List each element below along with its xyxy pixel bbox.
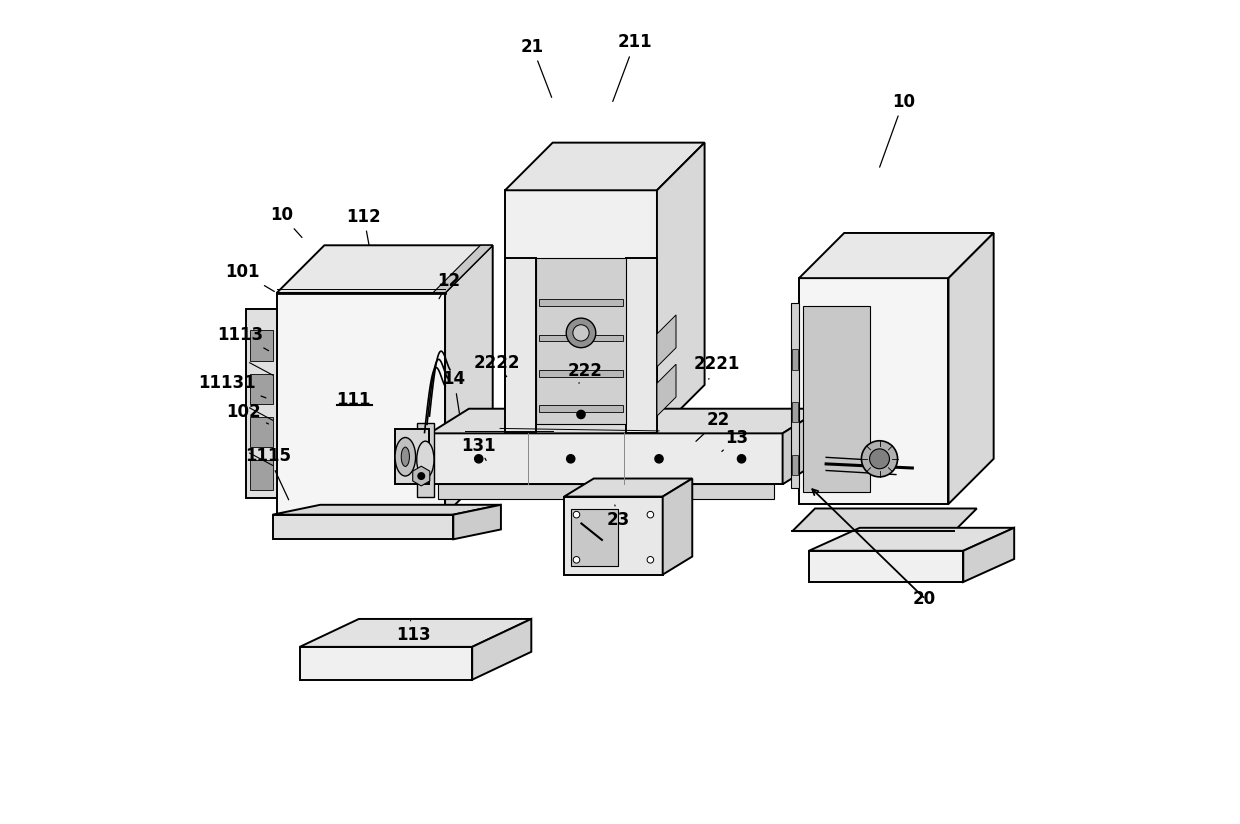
Polygon shape xyxy=(808,550,963,582)
Polygon shape xyxy=(782,409,822,485)
Text: 222: 222 xyxy=(568,362,603,383)
Polygon shape xyxy=(429,433,782,485)
Polygon shape xyxy=(963,528,1014,582)
Polygon shape xyxy=(505,258,536,433)
Polygon shape xyxy=(249,373,273,404)
Polygon shape xyxy=(536,258,626,424)
Text: 1113: 1113 xyxy=(217,325,269,351)
Polygon shape xyxy=(454,505,501,539)
Polygon shape xyxy=(791,402,799,423)
Polygon shape xyxy=(564,497,662,574)
Text: 101: 101 xyxy=(224,264,274,292)
Polygon shape xyxy=(791,455,799,475)
Polygon shape xyxy=(808,528,1014,550)
Text: 13: 13 xyxy=(722,429,748,452)
Text: 10: 10 xyxy=(270,206,303,237)
Polygon shape xyxy=(300,647,472,680)
Polygon shape xyxy=(438,485,775,499)
Ellipse shape xyxy=(417,441,434,478)
Polygon shape xyxy=(538,299,624,306)
Ellipse shape xyxy=(402,447,409,466)
Polygon shape xyxy=(657,143,704,433)
Polygon shape xyxy=(249,417,273,447)
Polygon shape xyxy=(429,409,822,433)
Polygon shape xyxy=(249,460,273,490)
Text: 1115: 1115 xyxy=(246,447,291,500)
Polygon shape xyxy=(538,405,624,412)
Circle shape xyxy=(647,512,653,518)
Circle shape xyxy=(418,473,424,480)
Polygon shape xyxy=(804,307,870,492)
Polygon shape xyxy=(273,515,454,539)
Polygon shape xyxy=(433,246,492,293)
Polygon shape xyxy=(505,143,704,190)
Polygon shape xyxy=(570,509,619,566)
Polygon shape xyxy=(949,233,993,504)
Text: 112: 112 xyxy=(346,208,381,245)
Circle shape xyxy=(573,512,580,518)
Text: 21: 21 xyxy=(521,38,552,97)
Polygon shape xyxy=(791,302,799,488)
Circle shape xyxy=(647,556,653,563)
Polygon shape xyxy=(657,364,676,416)
Circle shape xyxy=(655,455,663,463)
Polygon shape xyxy=(538,370,624,377)
Polygon shape xyxy=(538,335,624,341)
Circle shape xyxy=(573,325,589,341)
Text: 102: 102 xyxy=(227,403,269,424)
Text: 2222: 2222 xyxy=(474,353,520,377)
Polygon shape xyxy=(505,190,657,433)
Text: 23: 23 xyxy=(606,505,630,529)
Polygon shape xyxy=(300,619,531,647)
Text: 111: 111 xyxy=(336,391,371,409)
Polygon shape xyxy=(277,293,445,515)
Circle shape xyxy=(862,441,898,477)
Polygon shape xyxy=(792,508,977,531)
Polygon shape xyxy=(413,466,430,486)
Text: 22: 22 xyxy=(696,411,730,442)
Polygon shape xyxy=(564,479,692,497)
Polygon shape xyxy=(445,246,492,515)
Text: 113: 113 xyxy=(396,620,430,644)
Circle shape xyxy=(567,318,595,348)
Polygon shape xyxy=(277,246,492,293)
Text: 2221: 2221 xyxy=(693,355,740,379)
Text: 12: 12 xyxy=(438,272,461,299)
Circle shape xyxy=(738,455,745,463)
Circle shape xyxy=(567,455,575,463)
Text: 10: 10 xyxy=(879,92,915,167)
Polygon shape xyxy=(662,479,692,574)
Circle shape xyxy=(869,449,889,469)
Polygon shape xyxy=(657,315,676,367)
Polygon shape xyxy=(249,330,273,361)
Text: 131: 131 xyxy=(461,438,496,461)
Polygon shape xyxy=(273,505,501,515)
Polygon shape xyxy=(246,309,277,499)
Polygon shape xyxy=(799,279,949,504)
Text: 20: 20 xyxy=(913,590,935,608)
Circle shape xyxy=(573,556,580,563)
Circle shape xyxy=(577,410,585,419)
Text: 11131: 11131 xyxy=(198,374,265,398)
Text: 14: 14 xyxy=(443,370,466,414)
Polygon shape xyxy=(396,429,429,485)
Polygon shape xyxy=(791,349,799,370)
Circle shape xyxy=(475,455,482,463)
Polygon shape xyxy=(417,423,434,497)
Polygon shape xyxy=(799,233,993,279)
Text: 211: 211 xyxy=(613,34,652,101)
Ellipse shape xyxy=(396,438,415,476)
Polygon shape xyxy=(472,619,531,680)
Polygon shape xyxy=(626,258,657,433)
